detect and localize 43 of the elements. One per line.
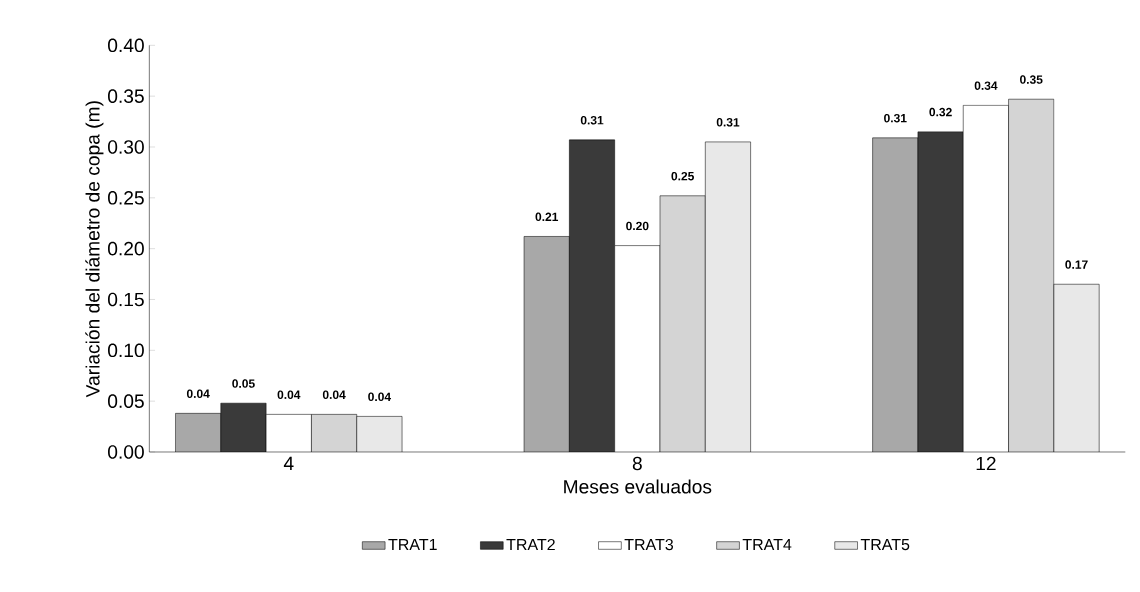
y-tick-label: 0.15 xyxy=(108,292,144,307)
bar xyxy=(175,413,221,452)
data-label: 0.04 xyxy=(368,392,391,402)
bar xyxy=(872,137,919,452)
data-label: 0.25 xyxy=(671,171,694,181)
data-label: 0.32 xyxy=(929,107,952,117)
bar xyxy=(705,141,751,452)
legend-label: TRAT2 xyxy=(506,538,555,551)
data-label: 0.17 xyxy=(1065,260,1088,269)
y-tick-label: 0.40 xyxy=(108,38,144,53)
data-label: 0.31 xyxy=(884,113,907,123)
bar xyxy=(356,416,403,452)
y-tick-label: 0.05 xyxy=(108,394,144,408)
data-label: 0.05 xyxy=(232,379,255,388)
data-label: 0.20 xyxy=(626,221,649,231)
data-label: 0.21 xyxy=(535,212,559,222)
x-axis-title: Meses evaluados xyxy=(564,479,712,494)
y-tick-label: 0.00 xyxy=(108,445,144,459)
data-label: 0.31 xyxy=(716,118,740,127)
data-label: 0.04 xyxy=(277,390,301,399)
bar xyxy=(311,414,357,452)
bar xyxy=(524,236,570,452)
data-label: 0.04 xyxy=(322,390,346,399)
y-tick-label: 0.35 xyxy=(108,89,144,103)
legend-label: TRAT3 xyxy=(624,538,674,551)
x-tick-label: 4 xyxy=(283,456,294,470)
y-tick-label: 0.10 xyxy=(108,343,144,358)
data-label: 0.35 xyxy=(1020,75,1043,84)
legend-label: TRAT1 xyxy=(388,539,437,551)
x-tick-label: 12 xyxy=(976,456,996,471)
bar xyxy=(1053,283,1100,452)
legend-label: TRAT4 xyxy=(742,539,792,551)
y-tick-label: 0.30 xyxy=(108,140,144,154)
legend-label: TRAT5 xyxy=(860,539,910,551)
data-label: 0.31 xyxy=(580,115,604,125)
bar xyxy=(1008,98,1055,452)
y-tick-label: 0.20 xyxy=(108,241,144,256)
data-label: 0.34 xyxy=(974,81,998,90)
bar xyxy=(659,195,706,452)
y-tick-label: 0.25 xyxy=(108,191,144,205)
y-axis-title: Variación del diámetro de copa (m) xyxy=(85,101,104,398)
x-tick-label: 8 xyxy=(632,456,642,471)
data-label: 0.04 xyxy=(186,389,210,398)
